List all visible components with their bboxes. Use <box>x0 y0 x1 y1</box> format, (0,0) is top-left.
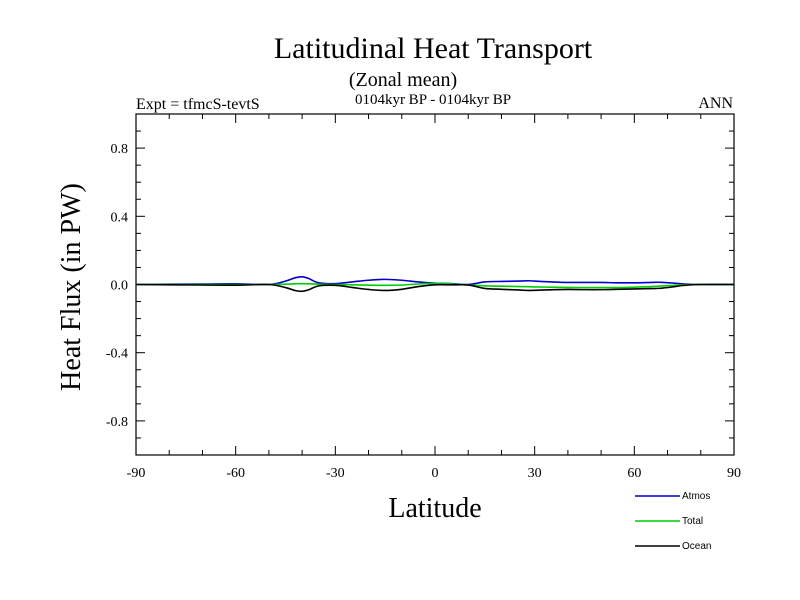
legend: Atmos Total Ocean <box>635 491 711 552</box>
x-tick-label: 90 <box>727 466 741 481</box>
series-layer <box>135 275 735 293</box>
legend-label-ocean: Ocean <box>682 541 711 552</box>
x-axis-label: Latitude <box>388 493 481 524</box>
y-tick-label: -0.4 <box>106 347 128 362</box>
chart-period: 0104kyr BP - 0104kyr BP <box>355 92 511 108</box>
x-tick-label: -30 <box>326 466 345 481</box>
y-tick-label: 0.0 <box>111 279 129 294</box>
x-tick-label: 60 <box>627 466 641 481</box>
x-tick-label: 30 <box>528 466 542 481</box>
y-tick-label: 0.4 <box>111 210 129 225</box>
expt-label: Expt = tfmcS-tevtS <box>136 96 260 113</box>
legend-label-atmos: Atmos <box>682 491 710 502</box>
season-label: ANN <box>698 95 733 112</box>
legend-label-total: Total <box>682 516 703 527</box>
y-tick-label: -0.8 <box>106 415 128 430</box>
chart-title: Latitudinal Heat Transport <box>274 32 593 65</box>
series-line-ocean <box>135 283 735 293</box>
x-tick-label: -60 <box>226 466 245 481</box>
axis-ticks: -90 -60 -30 0 30 60 90 -0.8 -0.4 0.0 0.4 0.8 <box>106 113 741 481</box>
y-axis-label: Heat Flux (in PW) <box>56 183 87 391</box>
chart-subtitle: (Zonal mean) <box>349 69 457 91</box>
y-tick-label: 0.8 <box>111 142 129 157</box>
x-tick-label: -90 <box>127 466 146 481</box>
x-tick-label: 0 <box>432 466 439 481</box>
